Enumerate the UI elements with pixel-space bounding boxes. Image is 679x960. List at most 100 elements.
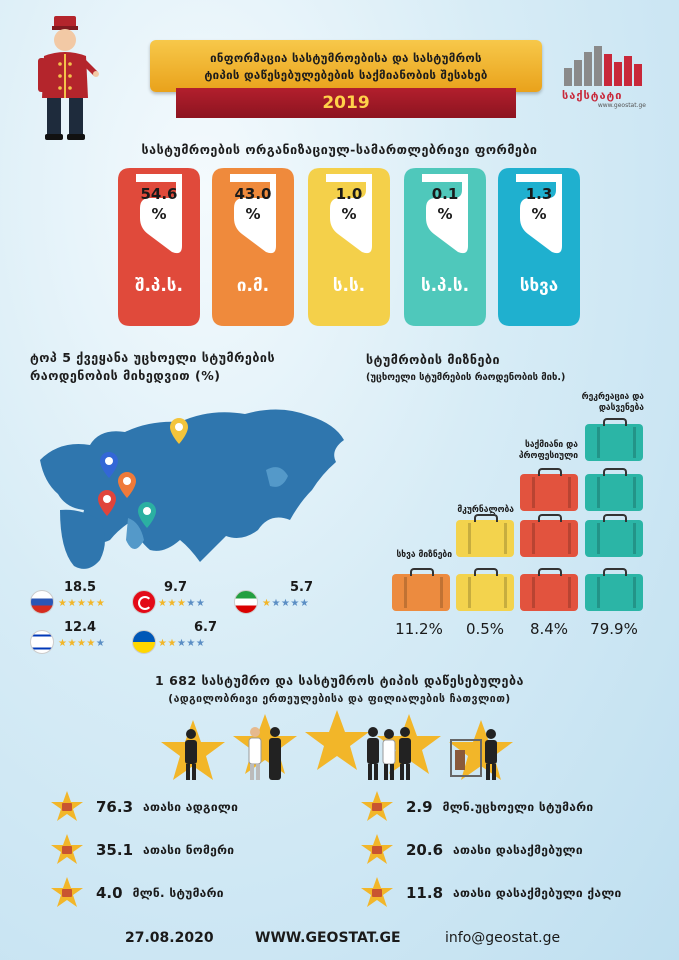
top5-title-line-1: ტოპ 5 ქვეყანა უცხოელი სტუმრების: [30, 350, 276, 365]
country-value-ukraine: 6.7: [194, 620, 218, 635]
bellboy-illustration: [30, 14, 100, 142]
title-line-1: ინფორმაცია სასტუმროებისა და სასტუმროს: [210, 50, 482, 65]
purpose-pct-other: 11.2%: [395, 620, 443, 638]
country-value-turkey: 9.7: [164, 580, 188, 595]
purpose-label-business-line2: პროფესიული: [518, 451, 578, 461]
org-form-pct: 54.6%: [140, 185, 178, 223]
purpose-pct-business: 8.4%: [529, 620, 569, 638]
luggage-icon: [360, 790, 394, 824]
country-stars-israel: ★★★★★: [58, 638, 106, 649]
door-hanger-cs: 0.1% ს.პ.ს.: [404, 168, 486, 326]
stat-item: 76.3 ათასი ადგილი: [50, 790, 238, 824]
map-pin-israel-icon: [98, 490, 116, 516]
purpose-label-other: სხვა მიზნები: [396, 550, 452, 560]
geostat-logo: საქსტატი www.geostat.ge: [562, 46, 652, 109]
org-form-pct: 1.3%: [525, 185, 553, 223]
org-form-label: სხვა: [519, 276, 559, 296]
door-hanger-shape-icon: [118, 168, 200, 326]
map-pin-russia-icon: [170, 418, 188, 444]
logo-url: www.geostat.ge: [597, 102, 646, 109]
purpose-label-business: საქმიანი და პროფესიული: [470, 440, 578, 462]
country-stars-turkey: ★★★★★: [158, 598, 206, 609]
country-value-israel: 12.4: [64, 620, 97, 635]
purpose-label-health: მკურნალობა: [457, 505, 514, 515]
org-form-pct: 43.0%: [234, 185, 272, 223]
org-form-label: ი.მ.: [236, 276, 270, 296]
purpose-pct-leisure: 79.9%: [590, 620, 638, 638]
purpose-label-leisure-line1: რეკრეაცია და: [581, 392, 644, 402]
eurasia-map: [30, 390, 350, 580]
door-hanger-ie: 43.0% ი.მ.: [212, 168, 294, 326]
door-hanger-llc: 54.6% შ.პ.ს.: [118, 168, 200, 326]
door-hanger-shape-icon: [212, 168, 294, 326]
map-pin-iran-icon: [138, 502, 156, 528]
suitcase-icon: [585, 418, 643, 461]
iran-flag-icon: [234, 590, 258, 614]
suitcase-icon: [585, 468, 643, 511]
purposes-subtitle: (უცხოელი სტუმრების რაოდენობის მიხ.): [366, 372, 566, 383]
stat-label: ათასი ნომერი: [143, 843, 235, 857]
purpose-label-leisure-line2: დასვენება: [598, 403, 644, 413]
staff-stars-illustration: [155, 710, 525, 790]
stat-item: 35.1 ათასი ნომერი: [50, 833, 234, 867]
israel-flag-icon: [30, 630, 54, 654]
country-stars-ukraine: ★★★★★: [158, 638, 206, 649]
suitcase-icon: [392, 568, 450, 611]
stat-value: 35.1: [96, 841, 134, 859]
purposes-title: სტუმრობის მიზნები: [366, 352, 501, 367]
country-stars-russia: ★★★★★: [58, 598, 106, 609]
footer-date: 27.08.2020: [125, 930, 214, 946]
stat-label: ათასი ადგილი: [143, 800, 239, 814]
door-hanger-jsc: 1.0% ს.ს.: [308, 168, 390, 326]
org-form-label: შ.პ.ს.: [135, 276, 183, 296]
ukraine-flag-icon: [132, 630, 156, 654]
russia-flag-icon: [30, 590, 54, 614]
logo-text: საქსტატი: [562, 89, 623, 102]
top5-title-line-2: რაოდენობის მიხედვით (%): [30, 368, 221, 383]
door-hanger-shape-icon: [404, 168, 486, 326]
purpose-label-leisure: რეკრეაცია და დასვენება: [540, 392, 644, 414]
stat-label: მლნ.უცხოელი სტუმარი: [442, 800, 594, 814]
purpose-label-business-line1: საქმიანი და: [524, 440, 578, 450]
footer-email[interactable]: info@geostat.ge: [445, 930, 561, 946]
footer-website[interactable]: WWW.GEOSTAT.GE: [255, 930, 401, 946]
stat-item: 11.8 ათასი დასაქმებული ქალი: [360, 876, 622, 910]
country-stars-iran: ★★★★★: [262, 598, 310, 609]
stat-label: მლნ. სტუმარი: [132, 886, 224, 900]
bed-icon: [50, 790, 84, 824]
country-value-iran: 5.7: [290, 580, 314, 595]
establishments-title: 1 682 სასტუმრო და სასტუმროს ტიპის დაწესე…: [0, 672, 679, 708]
suitcase-icon: [585, 568, 643, 611]
suitcase-icon: [585, 514, 643, 557]
suitcase-icon: [456, 514, 514, 557]
suitcase-icon: [520, 514, 578, 557]
stat-item: 2.9 მლნ.უცხოელი სტუმარი: [360, 790, 593, 824]
stat-value: 4.0: [96, 884, 123, 902]
establishments-title-line-2: (ადგილობრივი ერთეულებისა და ფილიალების ჩ…: [168, 693, 511, 705]
turkey-flag-icon: [132, 590, 156, 614]
door-hanger-shape-icon: [308, 168, 390, 326]
year-label: 2019: [322, 93, 370, 113]
suitcase-icon: [520, 468, 578, 511]
suitcase-icon: [456, 568, 514, 611]
suitcase-icon: [50, 876, 84, 910]
stat-label: ათასი დასაქმებული: [453, 843, 583, 857]
map-pin-ukraine-icon: [100, 452, 118, 478]
top5-title: ტოპ 5 ქვეყანა უცხოელი სტუმრების რაოდენობ…: [30, 349, 360, 385]
door-hanger-shape-icon: [498, 168, 580, 326]
stat-item: 20.6 ათასი დასაქმებული: [360, 833, 583, 867]
year-ribbon: 2019: [176, 88, 516, 118]
stat-value: 76.3: [96, 798, 134, 816]
door-icon: [50, 833, 84, 867]
org-form-label: ს.ს.: [332, 276, 366, 296]
org-form-pct: 1.0%: [335, 185, 363, 223]
stat-value: 2.9: [406, 798, 433, 816]
stat-value: 20.6: [406, 841, 444, 859]
woman-icon: [360, 876, 394, 910]
country-value-russia: 18.5: [64, 580, 97, 595]
title-banner: ინფორმაცია სასტუმროებისა და სასტუმროს ტი…: [150, 40, 542, 92]
stat-value: 11.8: [406, 884, 444, 902]
title-line-2: ტიპის დაწესებულებების საქმიანობის შესახე…: [204, 67, 488, 82]
stat-item: 4.0 მლნ. სტუმარი: [50, 876, 224, 910]
map-pin-turkey-icon: [118, 472, 136, 498]
